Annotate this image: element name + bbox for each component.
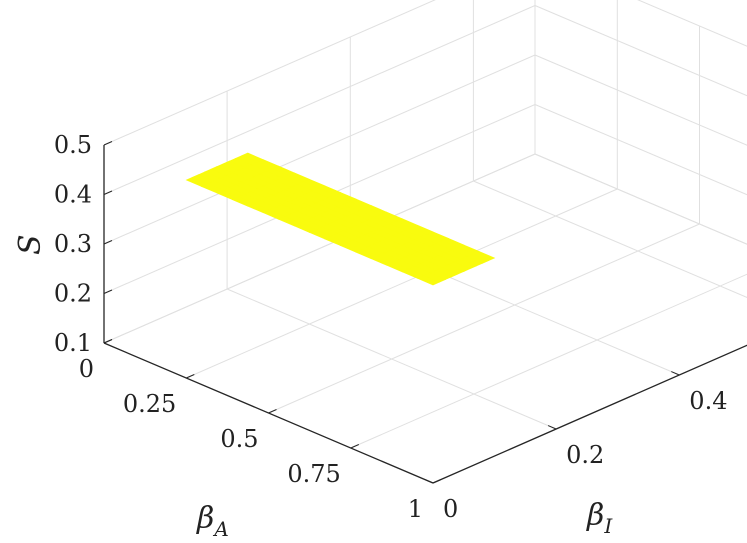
- surface-patch: [416, 275, 440, 286]
- y-tick-mark: [103, 339, 113, 344]
- y-tick-label: 1: [408, 495, 423, 523]
- y-tick-mark: [350, 444, 360, 449]
- y-tick-mark: [186, 374, 195, 379]
- y-tick-mark: [432, 479, 442, 484]
- z-tick-label: 0.2: [54, 280, 92, 308]
- x-tick-label: 0: [443, 495, 458, 523]
- gridline: [637, 0, 747, 47]
- z-tick-label: 0.4: [54, 181, 92, 209]
- y-tick-mark: [268, 409, 277, 414]
- z-tick-label: 0.1: [54, 329, 92, 357]
- z-axis-label: S: [13, 234, 48, 255]
- y-axis-label: βA: [196, 501, 229, 541]
- chart-grid: [103, 0, 747, 484]
- gridline: [534, 54, 747, 146]
- y-tick-label: 0.25: [123, 390, 176, 418]
- z-tick-mark: [103, 289, 113, 294]
- x-axis-line: [432, 344, 747, 484]
- gridline: [268, 223, 700, 414]
- gridline: [534, 104, 747, 196]
- gridline: [350, 273, 747, 449]
- x-tick-mark: [424, 479, 434, 484]
- gridline: [103, 5, 536, 195]
- x-tick-label: 0.2: [566, 441, 604, 469]
- gridline: [534, 153, 747, 245]
- chart-axes: [103, 141, 747, 484]
- x-axis-label: βI: [586, 498, 613, 538]
- chart-axis-labels: SβA βI: [13, 234, 613, 541]
- gridline: [103, 153, 536, 344]
- chart-surface: [185, 152, 496, 286]
- gridline: [103, 54, 536, 245]
- y-tick-label: 0: [79, 355, 94, 383]
- z-tick-label: 0.3: [54, 230, 92, 258]
- z-tick-mark: [103, 141, 113, 146]
- z-tick-mark: [103, 190, 113, 195]
- gridline: [103, 0, 436, 146]
- gridline: [186, 188, 618, 379]
- y-tick-label: 0.5: [220, 425, 258, 453]
- x-tick-label: 0.4: [689, 387, 727, 415]
- z-tick-mark: [103, 240, 113, 245]
- z-tick-label: 0.5: [54, 131, 92, 159]
- gridline: [473, 180, 747, 298]
- gridline: [534, 153, 747, 245]
- y-tick-label: 0.75: [287, 460, 340, 488]
- x-tick-mark: [547, 425, 557, 430]
- gridline: [534, 5, 747, 97]
- x-tick-mark: [671, 371, 680, 376]
